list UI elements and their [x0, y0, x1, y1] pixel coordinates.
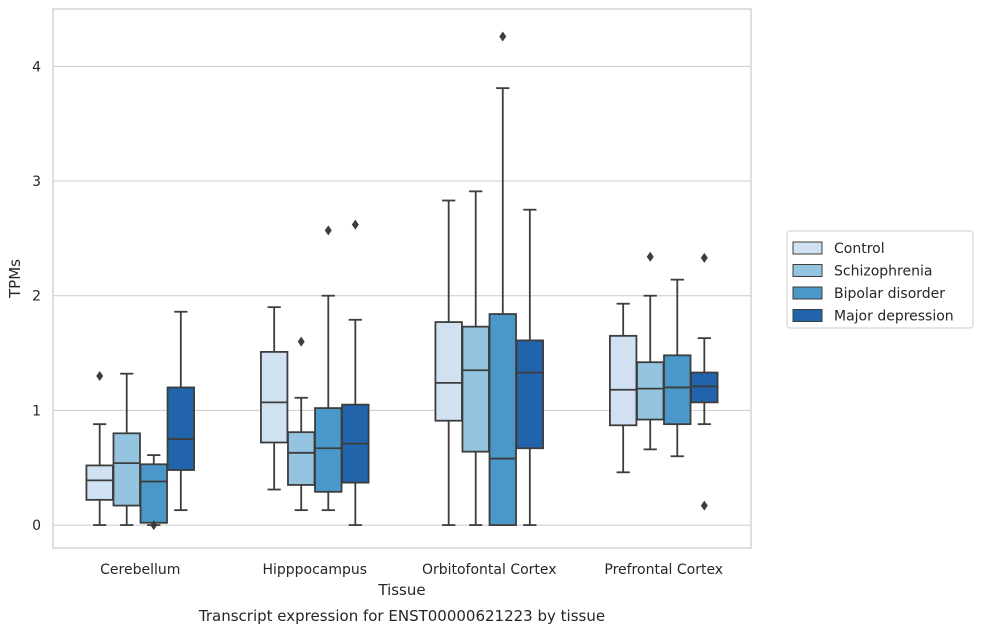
outlier-point — [324, 225, 332, 236]
y-tick-label: 2 — [32, 289, 41, 305]
outlier-point — [96, 370, 104, 381]
legend-entry-label: Control — [834, 241, 885, 257]
box-iqr — [287, 431, 316, 486]
box-bipolar-disorder — [139, 454, 168, 531]
x-tick-label: Orbitofontal Cortex — [422, 562, 557, 578]
plot-frame — [52, 8, 752, 549]
legend-entry-label: Schizophrenia — [834, 264, 932, 280]
y-tick-labels: 0 1 2 3 4 — [32, 59, 41, 534]
box-iqr — [139, 463, 168, 524]
legend: Control Schizophrenia Bipolar disorder Majo… — [786, 230, 974, 329]
box-major-depression — [341, 219, 370, 526]
x-tick-label: Cerebellum — [100, 562, 180, 578]
box-plot-series — [85, 31, 719, 531]
box-iqr — [461, 325, 490, 453]
box-bipolar-disorder — [314, 225, 343, 512]
box-control — [260, 306, 289, 491]
box-schizophrenia — [287, 336, 316, 512]
box-control — [85, 370, 114, 526]
box-iqr — [85, 464, 114, 501]
box-control — [434, 199, 463, 526]
box-schizophrenia — [636, 251, 665, 451]
legend-entry-label: Bipolar disorder — [834, 286, 945, 302]
box-control — [609, 302, 638, 474]
box-iqr — [609, 334, 638, 427]
legend-entry-label: Major depression — [834, 309, 954, 325]
outlier-point — [297, 336, 305, 347]
box-iqr — [488, 313, 517, 526]
box-iqr — [314, 407, 343, 493]
legend-swatch — [792, 309, 823, 322]
outlier-point — [700, 252, 708, 263]
box-major-depression — [690, 252, 719, 511]
legend-swatch — [792, 264, 823, 277]
outlier-point — [700, 500, 708, 511]
box-bipolar-disorder — [663, 278, 692, 458]
outlier-point — [499, 31, 507, 42]
outlier-point — [351, 219, 359, 230]
box-iqr — [663, 354, 692, 426]
box-iqr — [434, 321, 463, 422]
box-iqr — [260, 350, 289, 444]
chart-caption: Transcript expression for ENST0000062122… — [198, 607, 605, 625]
y-tick-label: 4 — [32, 59, 41, 75]
outlier-point — [150, 520, 158, 531]
box-iqr — [636, 361, 665, 421]
box-iqr — [112, 432, 141, 507]
x-tick-label: Prefrontal Cortex — [604, 562, 723, 578]
box-iqr — [690, 371, 719, 404]
y-axis-label: TPMs — [6, 259, 24, 299]
x-tick-label: Hipppocampus — [262, 562, 367, 578]
box-schizophrenia — [112, 372, 141, 526]
legend-frame — [786, 230, 974, 329]
legend-swatch — [792, 241, 823, 255]
box-iqr — [166, 386, 195, 471]
box-iqr — [515, 339, 544, 450]
box-major-depression — [515, 208, 544, 526]
box-schizophrenia — [461, 190, 490, 526]
box-major-depression — [166, 310, 195, 512]
y-tick-label: 1 — [32, 403, 41, 419]
legend-swatch — [792, 286, 823, 300]
y-tick-label: 0 — [32, 518, 41, 534]
y-tick-label: 3 — [32, 174, 41, 190]
x-axis-label: Tissue — [377, 581, 425, 599]
x-tick-labels: Cerebellum Hipppocampus Orbitofontal Corte… — [100, 562, 723, 578]
outlier-point — [646, 251, 654, 262]
box-bipolar-disorder — [488, 31, 517, 526]
